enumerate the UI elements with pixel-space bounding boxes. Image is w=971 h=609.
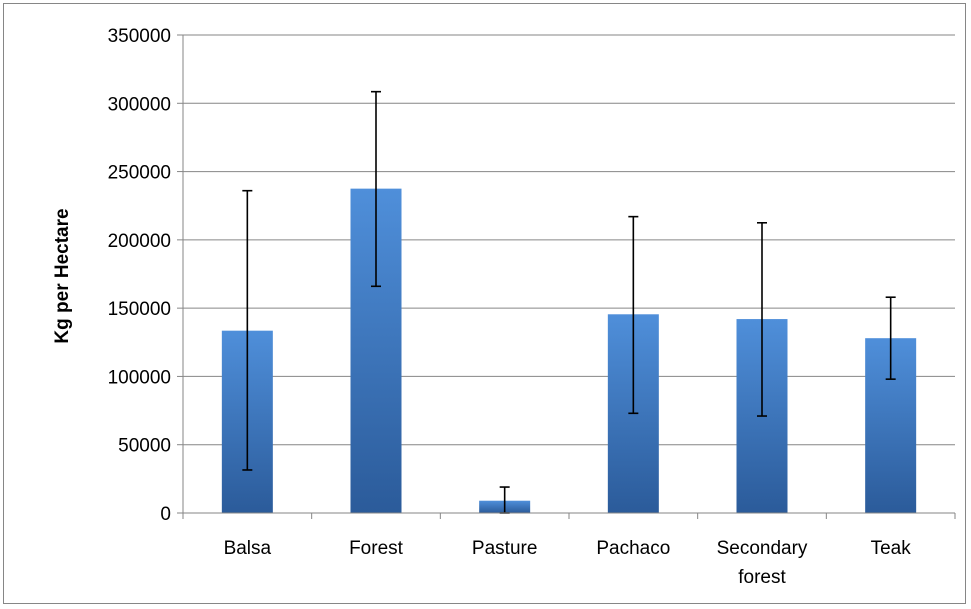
y-tick-label: 200000 [108, 231, 171, 252]
x-category-label: Forest [349, 538, 404, 559]
y-tick-label: 50000 [118, 436, 171, 457]
y-tick-label: 0 [160, 504, 171, 525]
y-tick-label: 300000 [108, 94, 171, 115]
x-category-label: Teak [871, 538, 912, 559]
error-bars [242, 90, 896, 514]
bars [221, 188, 917, 513]
y-tick-label: 350000 [108, 26, 171, 47]
y-tick-label: 150000 [108, 299, 171, 320]
x-category-label: Pachaco [596, 538, 670, 559]
x-category-label: Balsa [224, 538, 272, 559]
x-category-label: Pasture [472, 538, 537, 559]
x-category-label: forest [738, 567, 786, 588]
gridlines [183, 34, 955, 446]
y-axis-title: Kg per Hectare [52, 208, 73, 343]
y-tick-label: 250000 [108, 163, 171, 184]
y-tick-label: 100000 [108, 367, 171, 388]
tick-labels: 0 50000 100000 150000 200000 250000 300000 3500… [108, 26, 912, 588]
x-category-label: Secondary [717, 538, 808, 559]
axes [177, 34, 956, 519]
